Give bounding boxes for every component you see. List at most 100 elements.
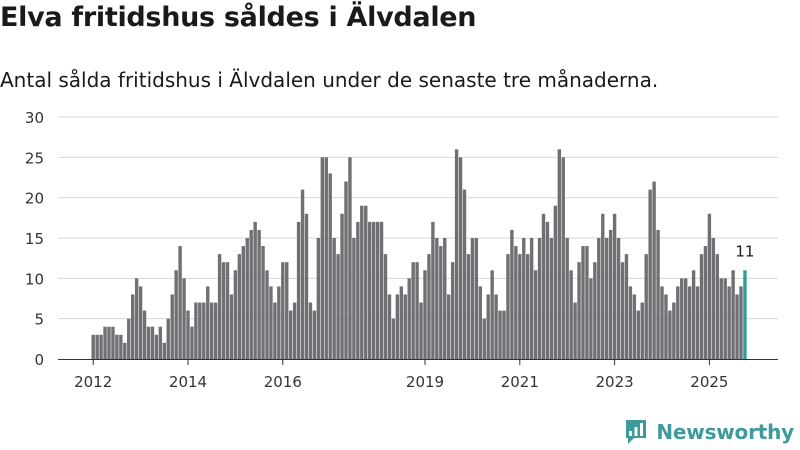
bar [668, 310, 672, 359]
bar [537, 238, 542, 359]
bar [656, 229, 660, 359]
bar [174, 270, 178, 359]
bar [273, 302, 277, 359]
bar [439, 246, 443, 359]
bar [103, 326, 107, 359]
bar [533, 270, 538, 359]
bar [198, 302, 202, 359]
bar [368, 221, 372, 359]
annotations: 11 [735, 242, 754, 260]
bar [549, 238, 554, 359]
y-tick-label: 10 [25, 270, 44, 288]
bar [553, 205, 558, 359]
x-tick-label: 2014 [169, 373, 207, 391]
bar [601, 213, 605, 359]
brand: Newsworthy [624, 419, 794, 445]
bar [202, 302, 206, 359]
bar [277, 286, 281, 359]
bar [522, 238, 526, 359]
bar [399, 286, 403, 359]
bar [735, 294, 739, 359]
bar [648, 189, 652, 359]
bar [253, 221, 257, 359]
bar [146, 326, 151, 359]
bar [664, 294, 668, 359]
bar [711, 238, 716, 359]
bar [597, 238, 601, 359]
chart-title: Elva fritidshus såldes i Älvdalen [0, 2, 477, 33]
bar [352, 238, 356, 359]
bar [569, 270, 573, 359]
bar [316, 238, 321, 359]
bar [190, 326, 194, 359]
bar [194, 302, 198, 359]
bar [672, 302, 676, 359]
bar [640, 302, 644, 359]
bar [585, 246, 589, 359]
bar [691, 270, 696, 359]
bar [565, 238, 569, 359]
bar [336, 254, 340, 359]
brand-name: Newsworthy [656, 420, 794, 444]
bar [170, 294, 174, 359]
bar [289, 310, 293, 359]
bar [281, 262, 285, 359]
bar [632, 294, 637, 359]
y-tick-label: 20 [25, 190, 44, 208]
bar [502, 310, 506, 359]
bar [482, 318, 486, 359]
bar [636, 310, 640, 359]
bar [115, 334, 119, 359]
bar [91, 334, 95, 359]
bar [178, 246, 182, 359]
bar [577, 262, 581, 359]
highlight-value-label: 11 [735, 242, 754, 260]
bar [221, 262, 226, 359]
bar [680, 278, 684, 359]
bar [506, 254, 510, 359]
bar [474, 238, 479, 359]
bar [490, 270, 494, 359]
bar [142, 310, 147, 359]
bar [687, 286, 692, 359]
y-tick-label: 25 [25, 149, 44, 167]
bar [134, 278, 139, 359]
bar [123, 342, 127, 359]
x-tick-label: 2019 [406, 373, 444, 391]
bar [131, 294, 135, 359]
bar [624, 254, 629, 359]
y-tick-label: 15 [25, 230, 44, 248]
bar [526, 254, 530, 359]
bar [206, 286, 210, 359]
bar [466, 254, 471, 359]
bar [403, 294, 407, 359]
bar [324, 157, 328, 359]
bar [443, 238, 447, 359]
bar [644, 254, 648, 359]
bar [257, 229, 261, 359]
bar [348, 157, 352, 359]
bar [478, 286, 482, 359]
bar [304, 213, 309, 359]
bar [510, 229, 514, 359]
bar [518, 254, 522, 359]
bar [486, 294, 490, 359]
bar [158, 326, 163, 359]
bar [494, 294, 498, 359]
bar [340, 213, 344, 359]
bar [447, 294, 451, 359]
bar [561, 157, 565, 359]
bar [498, 310, 502, 359]
chart-subtitle: Antal sålda fritidshus i Älvdalen under … [0, 68, 659, 92]
bar [217, 254, 222, 359]
bar [612, 213, 617, 359]
bar [119, 334, 123, 359]
bar [719, 278, 723, 359]
x-axis: 2012 2014 2016 2019 2021 2023 2025 [58, 359, 778, 391]
bar [371, 221, 376, 359]
bar [620, 262, 625, 359]
bar [391, 318, 396, 359]
bar [162, 342, 166, 359]
bar [356, 221, 360, 359]
bar [332, 238, 336, 359]
